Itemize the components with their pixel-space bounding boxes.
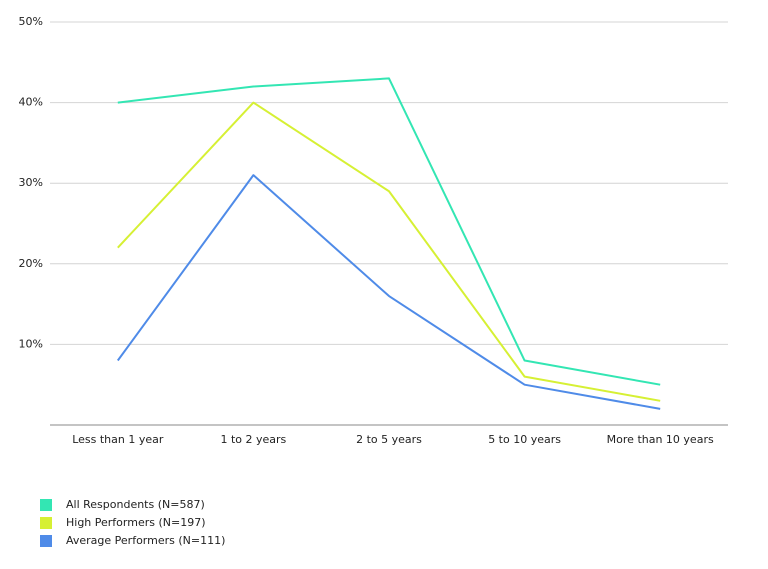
y-tick-label: 10% bbox=[19, 337, 43, 350]
legend-swatch bbox=[40, 517, 52, 529]
series-line bbox=[117, 77, 661, 386]
legend-swatch bbox=[40, 535, 52, 547]
legend-label: Average Performers (N=111) bbox=[66, 534, 225, 547]
series-line bbox=[116, 174, 661, 410]
x-tick-label: 5 to 10 years bbox=[488, 433, 561, 446]
y-tick-label: 30% bbox=[19, 176, 43, 189]
legend-swatch bbox=[40, 499, 52, 511]
series-line bbox=[117, 101, 661, 402]
x-tick-label: Less than 1 year bbox=[72, 433, 164, 446]
x-tick-label: 2 to 5 years bbox=[356, 433, 422, 446]
x-tick-label: More than 10 years bbox=[607, 433, 714, 446]
legend-label: All Respondents (N=587) bbox=[66, 498, 205, 511]
y-tick-label: 20% bbox=[19, 257, 43, 270]
y-tick-label: 50% bbox=[19, 15, 43, 28]
x-tick-label: 1 to 2 years bbox=[220, 433, 286, 446]
legend-label: High Performers (N=197) bbox=[66, 516, 206, 529]
y-tick-label: 40% bbox=[19, 96, 43, 109]
